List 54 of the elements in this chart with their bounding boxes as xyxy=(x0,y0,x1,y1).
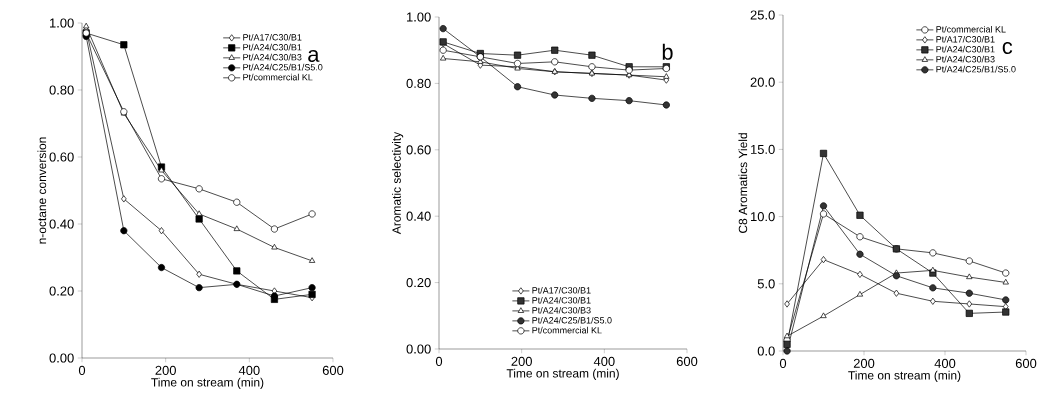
x-tick-label: 600 xyxy=(676,356,698,366)
legend-label: Pt/A17/C30/B1 xyxy=(532,286,591,294)
legend-label: Pt/A24/C25/B1/S5.0 xyxy=(532,316,612,324)
y-tick-label: 0.60 xyxy=(406,145,431,155)
legend-label: Pt/A24/C30/B3 xyxy=(532,306,591,314)
y-tick-label: 0.60 xyxy=(49,152,74,162)
legend-label: Pt/A24/C25/B1/S5.0 xyxy=(243,63,323,71)
x-tick-label: 200 xyxy=(853,358,875,368)
y-axis-title: C8 Aromatics Yield xyxy=(738,133,748,233)
y-tick-label: 1.00 xyxy=(407,12,431,22)
y-axis-title: Aromatic selectivity xyxy=(392,131,404,235)
y-tick-label: 0.80 xyxy=(49,85,74,95)
annotation: b xyxy=(662,43,673,60)
x-tick-label: 400 xyxy=(934,358,956,368)
x-tick-label: 0 xyxy=(779,358,787,368)
y-tick-label: 0.00 xyxy=(49,353,74,363)
x-axis-title: Time on stream (min) xyxy=(848,370,961,382)
legend-label: Pt/A24/C25/B1/S5.0 xyxy=(936,65,1016,73)
annotation: c xyxy=(1002,42,1013,55)
x-tick-label: 600 xyxy=(1015,358,1037,368)
legend-label: Pt/A17/C30/B1 xyxy=(243,33,302,41)
y-tick-label: 0.40 xyxy=(406,211,431,221)
legend-label: Pt/commercial KL xyxy=(243,73,313,81)
x-axis-title: Time on stream (min) xyxy=(151,377,264,389)
legend-label: Pt/commercial KL xyxy=(936,25,1006,33)
y-tick-label: 15.0 xyxy=(751,144,775,154)
annotation: a xyxy=(308,49,320,62)
y-tick-label: 0.40 xyxy=(49,219,74,229)
legend-label: Pt/commercial KL xyxy=(532,326,602,334)
legend-label: Pt/A24/C30/B1 xyxy=(532,296,591,304)
y-tick-label: 25.0 xyxy=(750,10,775,20)
legend-label: Pt/A17/C30/B1 xyxy=(936,35,995,43)
x-tick-label: 0 xyxy=(78,365,86,375)
y-tick-label: 0.80 xyxy=(406,78,431,88)
y-tick-label: 0.0 xyxy=(757,346,775,356)
x-tick-label: 200 xyxy=(511,356,532,366)
legend-label: Pt/A24/C30/B1 xyxy=(243,43,302,51)
y-tick-label: 20.0 xyxy=(750,77,775,87)
x-tick-label: 200 xyxy=(155,365,176,375)
x-tick-label: 400 xyxy=(593,356,615,366)
x-tick-label: 0 xyxy=(435,356,443,366)
y-axis-title: n-octane conversion xyxy=(37,137,47,244)
y-tick-label: 0.00 xyxy=(406,344,431,354)
y-tick-label: 10.0 xyxy=(751,212,775,222)
y-tick-label: 5.0 xyxy=(757,279,775,289)
legend-label: Pt/A24/C30/B3 xyxy=(936,55,995,63)
y-tick-label: 1.00 xyxy=(50,18,74,28)
legend-label: Pt/A24/C30/B1 xyxy=(936,45,995,53)
x-tick-label: 400 xyxy=(238,365,260,375)
y-tick-label: 0.20 xyxy=(406,278,431,288)
legend-label: Pt/A24/C30/B3 xyxy=(243,53,302,61)
x-axis-title: Time on stream (min) xyxy=(506,368,619,380)
y-tick-label: 0.20 xyxy=(49,286,74,296)
x-tick-label: 600 xyxy=(322,365,344,375)
